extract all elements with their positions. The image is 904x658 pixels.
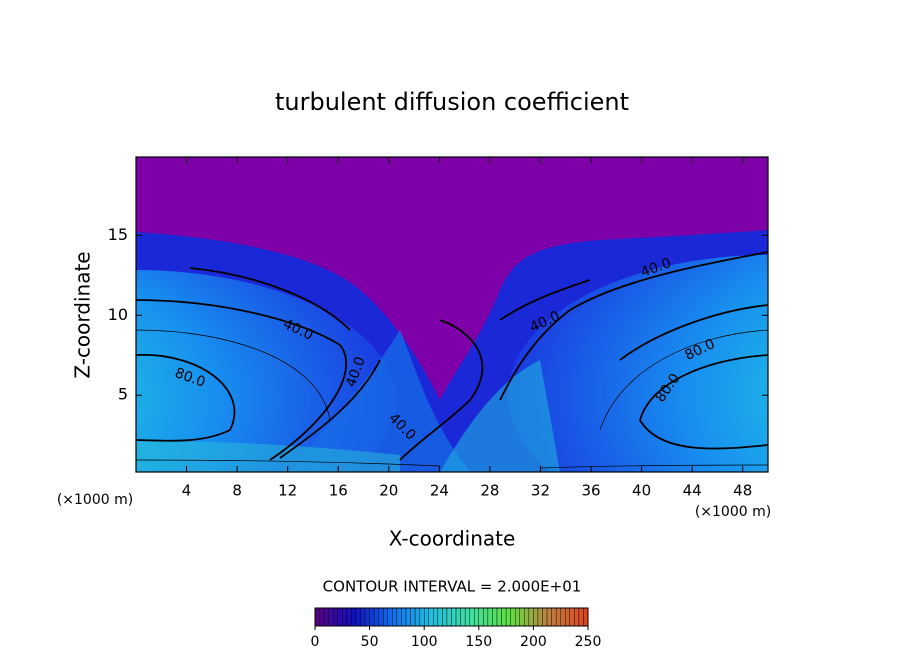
- colorbar-cell: [378, 607, 384, 627]
- colorbar-cell: [442, 607, 448, 627]
- colorbar-cell: [328, 607, 334, 627]
- colorbar-cell: [433, 607, 439, 627]
- colorbar-tick-label: 0: [311, 634, 320, 650]
- colorbar-cell: [337, 607, 343, 627]
- colorbar-cell: [387, 607, 393, 627]
- y-tick-label: 5: [118, 385, 128, 404]
- colorbar-cell: [460, 607, 466, 627]
- colorbar-cell: [515, 607, 520, 627]
- colorbar-cell: [314, 607, 320, 627]
- colorbar-cell: [424, 607, 429, 627]
- colorbar-cell: [323, 607, 329, 627]
- colorbar-cell: [405, 607, 411, 627]
- x-unit-label: (×1000 m): [57, 492, 133, 508]
- colorbar-cell: [565, 607, 571, 627]
- colorbar-cell: [478, 607, 484, 627]
- colorbar-cell: [373, 607, 379, 627]
- colorbar-cell: [428, 607, 434, 627]
- y-axis-label: Z-coordinate: [71, 251, 95, 378]
- colorbar-cell: [419, 607, 425, 627]
- x-tick-label: 4: [182, 482, 192, 500]
- colorbar-cell: [533, 607, 539, 627]
- colorbar-cell: [492, 607, 498, 627]
- colorbar-cell: [346, 607, 352, 627]
- colorbar-tick-label: 250: [575, 634, 602, 650]
- colorbar-cell: [510, 607, 516, 627]
- x-tick-label: 24: [430, 482, 449, 500]
- chart-title: turbulent diffusion coefficient: [275, 88, 629, 116]
- colorbar-tick-label: 100: [411, 634, 438, 650]
- colorbar-cell: [555, 607, 561, 627]
- field: [136, 157, 768, 472]
- colorbar-cell: [455, 607, 461, 627]
- colorbar-cell: [546, 607, 552, 627]
- colorbar-cell: [396, 607, 402, 627]
- colorbar-cell: [369, 607, 375, 627]
- y-tick-label: 10: [108, 305, 128, 324]
- colorbar-cell: [551, 607, 557, 627]
- colorbar-cell: [501, 607, 507, 627]
- colorbar-cell: [487, 607, 493, 627]
- colorbar-cell: [569, 607, 575, 627]
- x-tick-label: 48: [733, 482, 752, 500]
- colorbar-cell: [469, 607, 475, 627]
- colorbar-cell: [319, 607, 325, 627]
- x-axis-label: X-coordinate: [389, 527, 516, 551]
- plot-frame: [135, 156, 769, 473]
- colorbar-cell: [410, 607, 416, 627]
- colorbar-cell: [464, 607, 470, 627]
- colorbar-cell: [360, 607, 366, 627]
- colorbar-cell: [414, 607, 420, 627]
- x-tick-label: 16: [329, 482, 348, 500]
- colorbar-cell: [542, 607, 548, 627]
- colorbar-cell: [446, 607, 452, 627]
- x-tick-label: 20: [379, 482, 398, 500]
- x-tick-label: 12: [278, 482, 297, 500]
- colorbar-cell: [583, 607, 589, 627]
- colorbar-cell: [364, 607, 370, 627]
- x-tick-label: 36: [581, 482, 600, 500]
- colorbar-cell: [355, 607, 361, 627]
- x-unit-label: (×1000 m): [695, 504, 771, 520]
- x-tick-label: 44: [683, 482, 702, 500]
- colorbar-cell: [537, 607, 543, 627]
- colorbar-cell: [342, 607, 348, 627]
- colorbar-tick-label: 50: [361, 634, 379, 650]
- colorbar-tick-label: 200: [520, 634, 547, 650]
- colorbar-cell: [474, 607, 480, 627]
- colorbar-cell: [524, 607, 530, 627]
- colorbar-frame: [314, 607, 589, 627]
- colorbar-tick-label: 150: [465, 634, 492, 650]
- y-tick-label: 15: [108, 225, 128, 244]
- colorbar-cell: [505, 607, 511, 627]
- colorbar-cell: [437, 607, 443, 627]
- x-tick-label: 8: [232, 482, 242, 500]
- x-tick-label: 28: [480, 482, 499, 500]
- colorbar-cell: [560, 607, 566, 627]
- x-tick-label: 32: [531, 482, 550, 500]
- x-tick-label: 40: [632, 482, 651, 500]
- colorbar-cell: [333, 607, 338, 627]
- colorbar-cell: [528, 607, 534, 627]
- contour-interval: CONTOUR INTERVAL = 2.000E+01: [323, 578, 582, 596]
- colorbar-cell: [578, 607, 584, 627]
- colorbar-cell: [451, 607, 457, 627]
- colorbar-cell: [392, 607, 398, 627]
- colorbar-cell: [351, 607, 357, 627]
- colorbar-cell: [401, 607, 407, 627]
- colorbar-cell: [496, 607, 502, 627]
- colorbar-cell: [519, 607, 525, 627]
- colorbar-cell: [483, 607, 489, 627]
- colorbar-cell: [574, 607, 580, 627]
- colorbar-cell: [383, 607, 389, 627]
